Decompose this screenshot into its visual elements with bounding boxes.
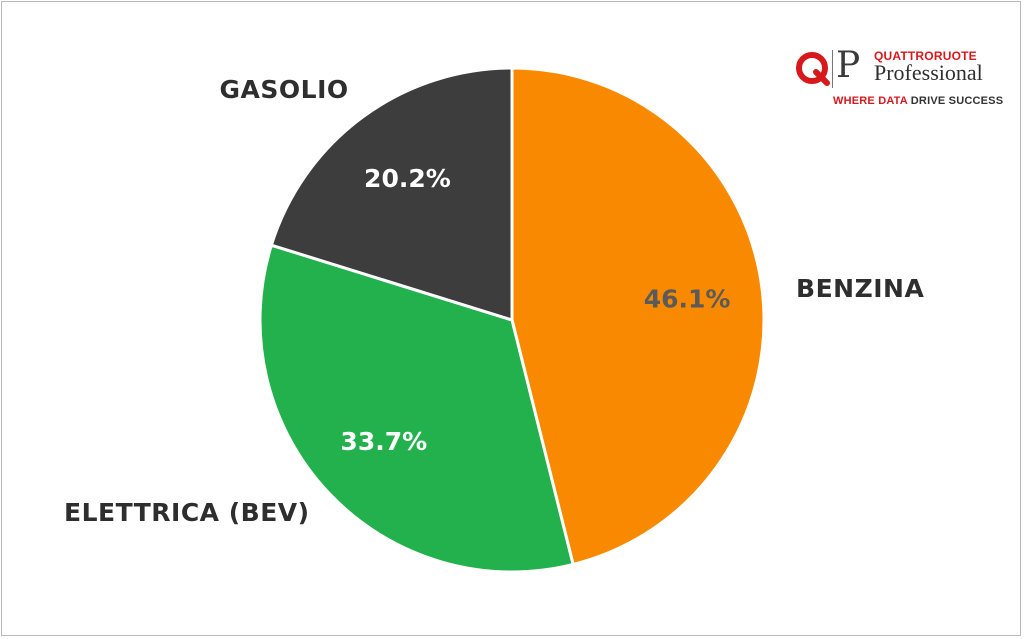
logo-brand-top: QUATTRORUOTE xyxy=(874,49,977,63)
pie-value-label: 46.1% xyxy=(644,284,731,313)
logo-letter: P xyxy=(836,45,861,86)
pie-value-label: 33.7% xyxy=(340,427,427,456)
pie-slice-gasolio xyxy=(269,66,514,322)
logo-divider xyxy=(832,50,833,88)
logo-brand-bottom: Professional xyxy=(874,60,983,85)
pie-slice-benzina xyxy=(510,66,766,566)
logo-tagline: WHERE DATA DRIVE SUCCESS xyxy=(833,95,1003,107)
pie-category-label: GASOLIO xyxy=(220,75,349,104)
quattroruote-professional-logo: P QUATTRORUOTE Professional WHERE DATA D… xyxy=(796,45,1003,116)
pie-category-label: ELETTRICA (BEV) xyxy=(64,498,310,527)
pie-labels: 46.1% BENZINA 33.7% ELETTRICA (BEV) 20.2% GAS… xyxy=(64,75,924,527)
pie-slices xyxy=(258,66,766,574)
pie-slice-elettrica-bev xyxy=(258,243,575,574)
pie-value-label: 20.2% xyxy=(364,164,451,193)
q-logo-icon xyxy=(796,52,830,86)
tagline-dark: DRIVE SUCCESS xyxy=(910,95,1004,107)
tagline-red: WHERE DATA xyxy=(833,95,908,107)
pie-category-label: BENZINA xyxy=(796,274,924,303)
